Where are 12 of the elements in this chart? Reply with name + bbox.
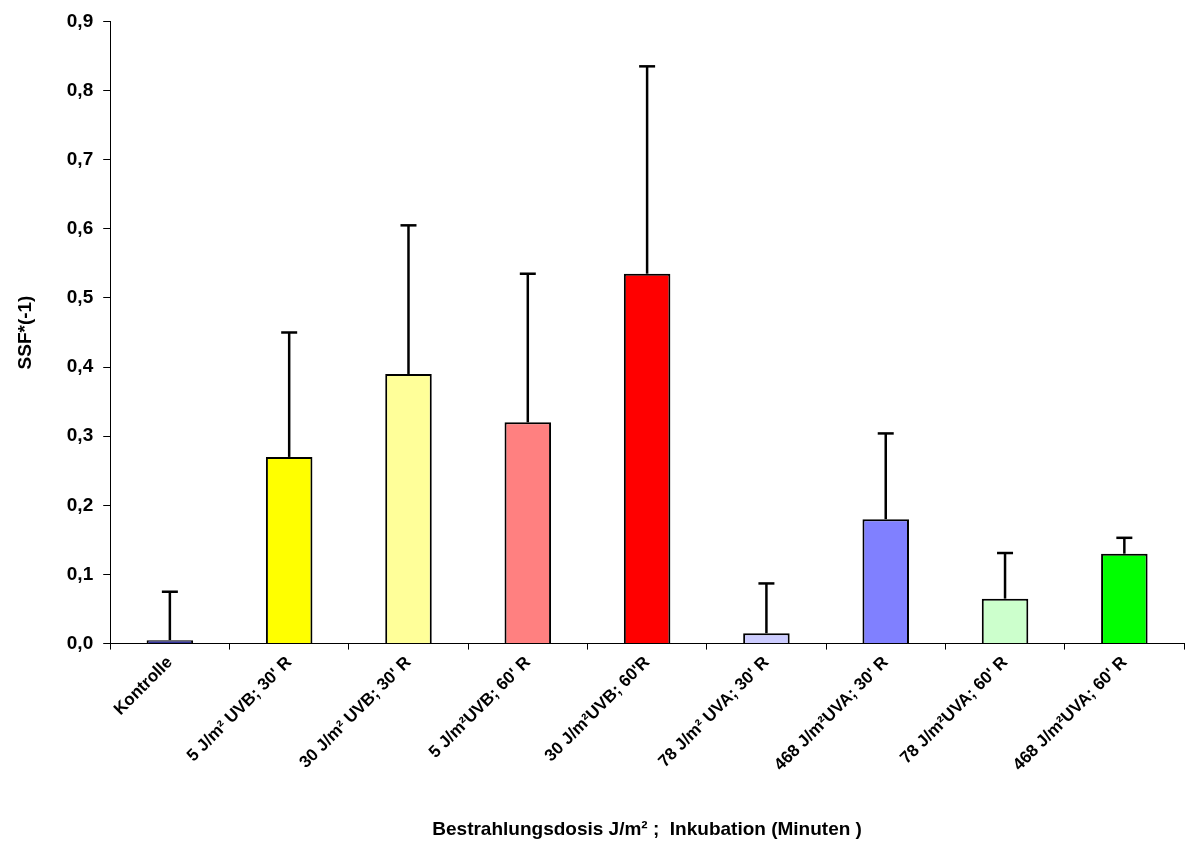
y-tick-label: 0,3: [66, 424, 94, 446]
y-tick-label: 0,1: [66, 562, 94, 584]
y-tick-label: 0,6: [66, 217, 94, 239]
x-axis-title: Bestrahlungsdosis J/m² ; Inkubation (Minuten ): [432, 817, 862, 839]
y-tick-label: 0,7: [66, 147, 94, 169]
y-axis-title: SSF*(-1): [13, 295, 35, 370]
y-tick-label: 0,0: [66, 631, 94, 653]
y-tick-label: 0,4: [66, 355, 94, 377]
y-tick-label: 0,8: [66, 78, 94, 100]
y-tick-label: 0,2: [66, 493, 94, 515]
y-tick-label: 0,9: [66, 9, 94, 31]
y-tick-label: 0,5: [66, 286, 94, 308]
